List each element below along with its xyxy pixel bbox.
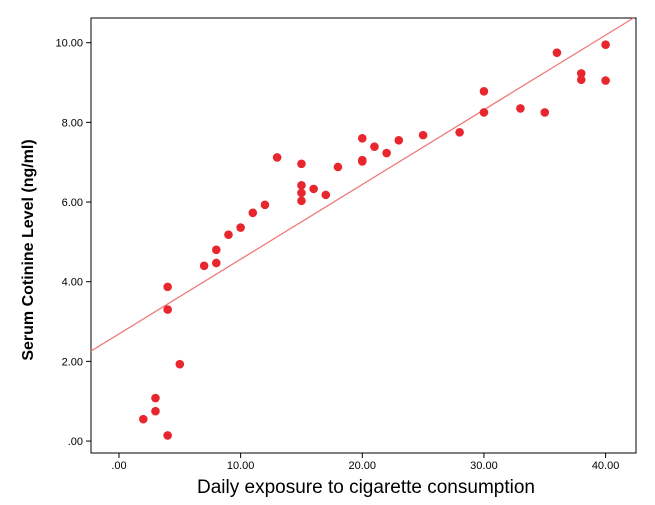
data-point	[139, 414, 148, 424]
data-point	[576, 75, 586, 85]
x-tick-label: .00	[111, 460, 126, 472]
data-point	[333, 162, 343, 172]
x-tick-label: 30.00	[470, 460, 498, 472]
y-tick-label: 10.00	[55, 38, 83, 50]
data-point	[272, 153, 282, 162]
data-point	[309, 184, 318, 194]
data-point	[212, 245, 221, 255]
data-point	[163, 305, 172, 314]
data-point	[151, 393, 160, 403]
data-point	[260, 200, 270, 210]
data-point	[576, 69, 586, 78]
y-axis-title: Serum Cotinine Level (ng/ml)	[20, 139, 37, 360]
y-tick-label: 6.00	[62, 197, 83, 209]
data-point	[151, 406, 160, 416]
data-point	[163, 282, 172, 292]
x-axis: .00 10.00 20.00 30.00 40.00	[111, 453, 619, 472]
data-point	[479, 86, 489, 96]
y-tick-label: .00	[68, 436, 83, 448]
data-point	[418, 130, 428, 140]
x-axis-title: Daily exposure to cigarette consumption	[197, 477, 535, 498]
data-point	[321, 190, 331, 200]
points-layer	[139, 40, 610, 440]
data-point	[601, 76, 610, 85]
data-point	[175, 359, 185, 369]
data-point	[163, 431, 172, 440]
data-point	[455, 128, 464, 137]
x-tick-label: 20.00	[349, 460, 377, 472]
x-tick-label: 10.00	[227, 460, 255, 472]
data-point	[357, 134, 367, 143]
data-point	[394, 135, 404, 145]
data-point	[552, 48, 562, 57]
plot-area	[90, 17, 637, 454]
x-tick-label: 40.00	[592, 460, 620, 472]
data-point	[224, 230, 233, 240]
y-tick-label: 2.00	[62, 356, 83, 368]
y-axis: .00 2.00 4.00 6.00 8.00 10.00	[55, 38, 91, 448]
fit-line-layer	[90, 17, 634, 352]
fit-line	[90, 17, 634, 352]
data-point	[601, 40, 610, 49]
data-point	[370, 142, 379, 151]
data-point	[516, 104, 525, 113]
data-point	[297, 181, 306, 190]
data-point	[199, 261, 209, 271]
data-point	[297, 188, 306, 198]
data-point	[479, 108, 489, 117]
data-point	[236, 223, 245, 232]
data-point	[297, 196, 306, 206]
data-point	[382, 148, 391, 158]
data-point	[297, 159, 306, 169]
data-point	[212, 258, 221, 268]
data-point	[540, 108, 550, 117]
y-tick-label: 4.00	[62, 277, 83, 289]
data-point	[357, 157, 367, 166]
data-point	[248, 208, 258, 218]
y-tick-label: 8.00	[62, 117, 83, 129]
